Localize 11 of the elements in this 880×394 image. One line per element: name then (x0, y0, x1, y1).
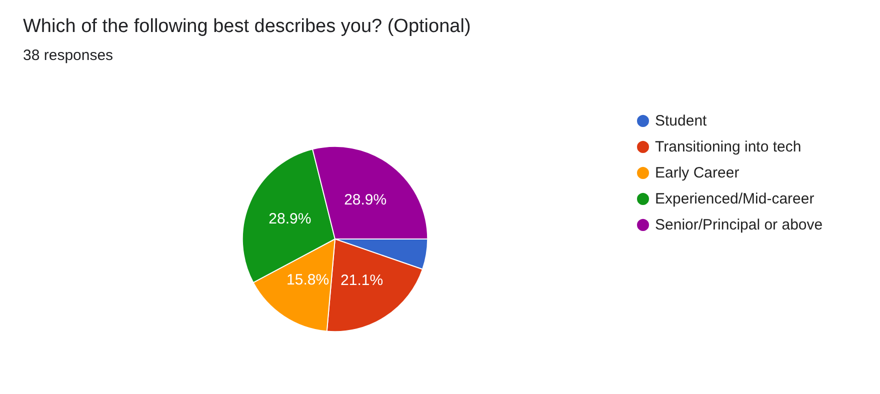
legend-label: Student (655, 112, 708, 130)
legend-label: Senior/Principal or above (655, 216, 823, 234)
data-label: 21.1% (340, 272, 384, 289)
text: 38 responses (23, 47, 114, 64)
chart-title: Which of the following best describes you? (Optional) (23, 16, 471, 37)
legend-label: Experienced/Mid-career (655, 190, 814, 208)
legend-label: Early Career (655, 164, 740, 182)
data-label: 28.9% (344, 192, 387, 209)
data-label: 15.8% (286, 272, 330, 289)
data-label: 28.9% (268, 210, 312, 228)
legend-label: Transitioning into tech (655, 138, 802, 156)
